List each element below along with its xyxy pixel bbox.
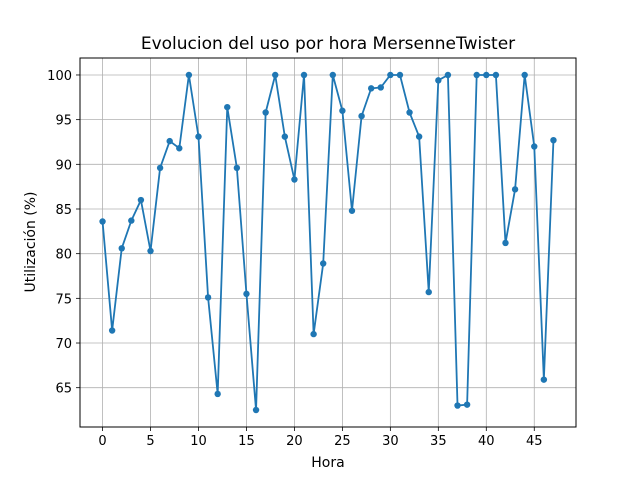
chart-title: Evolucion del uso por hora MersenneTwist… bbox=[141, 34, 515, 54]
data-point bbox=[540, 376, 548, 383]
data-point bbox=[272, 71, 279, 79]
data-point bbox=[214, 390, 221, 398]
data-point bbox=[156, 164, 164, 172]
data-point bbox=[185, 71, 193, 79]
data-point bbox=[320, 260, 327, 267]
data-point bbox=[128, 217, 135, 224]
data-point bbox=[300, 71, 308, 79]
x-tick-label: 15 bbox=[238, 434, 255, 449]
data-point bbox=[425, 288, 432, 296]
plot-frame bbox=[79, 57, 577, 428]
data-point bbox=[348, 207, 356, 214]
data-point bbox=[531, 143, 538, 150]
x-tick-label: 45 bbox=[526, 434, 543, 449]
data-point bbox=[233, 164, 241, 172]
data-point bbox=[262, 109, 269, 116]
data-point bbox=[358, 112, 365, 120]
data-point bbox=[415, 133, 423, 140]
data-point bbox=[108, 327, 116, 334]
data-point bbox=[147, 247, 154, 255]
data-point bbox=[291, 176, 298, 183]
x-tick-label: 5 bbox=[146, 434, 154, 449]
data-point bbox=[444, 71, 452, 79]
data-point bbox=[137, 196, 145, 204]
y-tick-label: 85 bbox=[55, 203, 72, 218]
data-point bbox=[377, 84, 384, 91]
x-tick-label: 40 bbox=[478, 434, 495, 449]
x-tick-label: 35 bbox=[430, 434, 447, 449]
x-tick-label: 10 bbox=[190, 434, 207, 449]
data-point bbox=[281, 133, 289, 140]
data-point bbox=[511, 186, 519, 193]
data-point bbox=[463, 401, 471, 408]
data-point bbox=[339, 107, 346, 114]
data-point bbox=[492, 71, 500, 79]
x-tick-label: 30 bbox=[382, 434, 399, 449]
y-tick-label: 90 bbox=[55, 158, 72, 173]
data-point bbox=[435, 77, 442, 84]
data-point bbox=[166, 137, 173, 145]
data-point bbox=[204, 294, 212, 301]
data-point bbox=[502, 239, 509, 247]
data-point bbox=[387, 71, 394, 79]
y-tick-label: 65 bbox=[55, 382, 72, 397]
data-point bbox=[367, 85, 375, 92]
data-point bbox=[483, 71, 490, 79]
data-point bbox=[473, 71, 480, 79]
tick-layer: 0 5 10 15 20 25 30 35 40 45 65 70 75 80 85 90 95 100 bbox=[47, 69, 542, 449]
data-point bbox=[118, 245, 125, 252]
y-axis-label: Utilización (%) bbox=[23, 191, 39, 292]
data-point bbox=[310, 330, 317, 338]
data-point bbox=[406, 109, 413, 116]
grid-layer bbox=[80, 58, 576, 427]
series-layer bbox=[99, 71, 557, 414]
y-tick-label: 95 bbox=[55, 114, 72, 129]
y-tick-label: 80 bbox=[55, 248, 72, 263]
y-tick-label: 70 bbox=[55, 337, 72, 352]
y-tick-label: 75 bbox=[55, 292, 72, 307]
data-point bbox=[396, 71, 404, 79]
data-point bbox=[243, 290, 250, 298]
x-tick-label: 20 bbox=[286, 434, 303, 449]
y-tick-label: 100 bbox=[47, 69, 72, 84]
x-tick-label: 0 bbox=[98, 434, 106, 449]
data-point bbox=[176, 145, 183, 152]
x-axis-label: Hora bbox=[311, 455, 344, 471]
data-point bbox=[99, 218, 106, 225]
data-point bbox=[195, 133, 202, 140]
x-tick-label: 25 bbox=[334, 434, 351, 449]
data-point bbox=[252, 406, 260, 414]
data-point bbox=[454, 402, 461, 409]
data-point bbox=[329, 71, 336, 79]
series-line bbox=[101, 74, 555, 411]
data-point bbox=[550, 136, 557, 144]
data-point bbox=[224, 103, 231, 111]
data-point bbox=[521, 71, 528, 79]
